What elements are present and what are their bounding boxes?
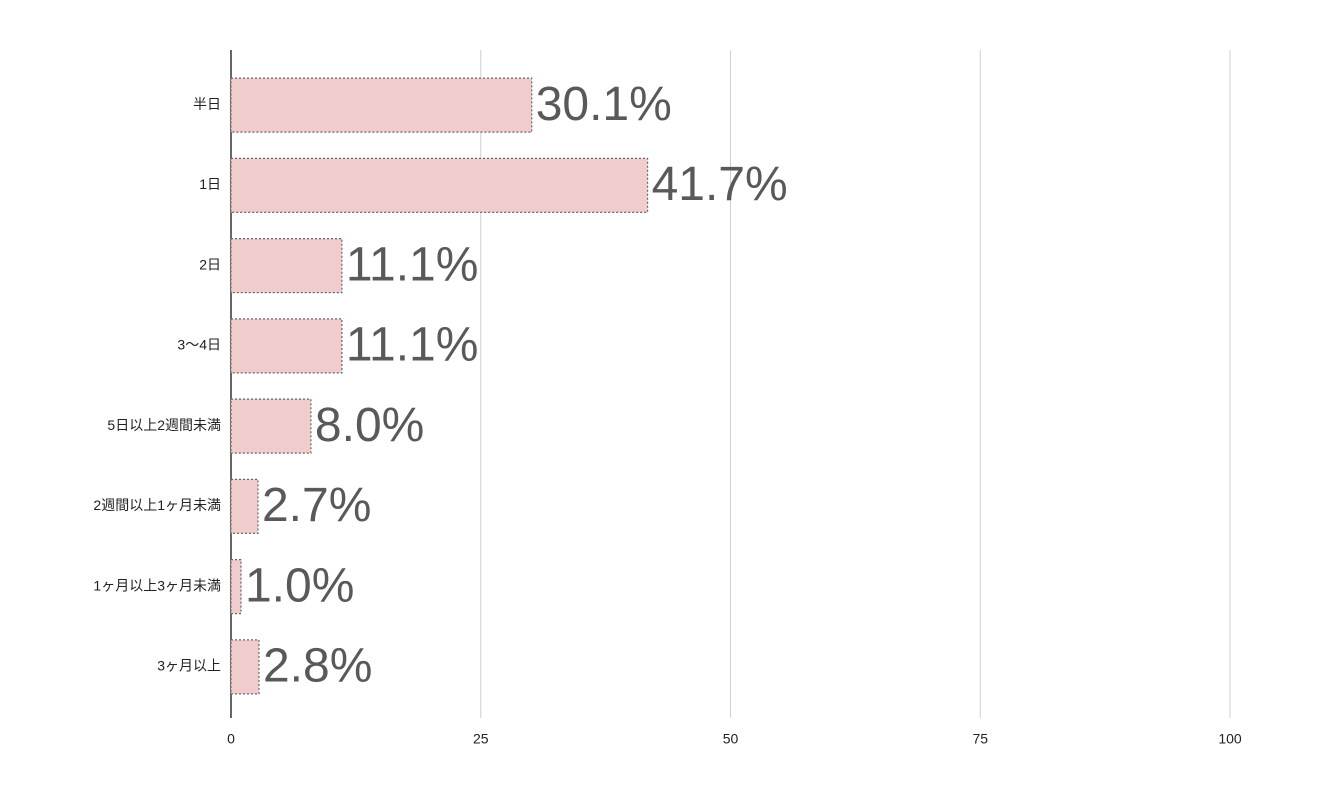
value-label: 30.1% [536, 78, 672, 131]
bar [230, 478, 259, 534]
x-tick-label: 75 [972, 731, 988, 747]
value-label: 2.7% [262, 479, 371, 532]
bar [230, 559, 242, 615]
y-tick-label: 半日 [193, 96, 221, 112]
value-label: 11.1% [346, 238, 479, 291]
y-tick-label: 1日 [199, 176, 221, 192]
y-tick-label: 2週間以上1ヶ月未満 [93, 497, 221, 513]
bar [230, 238, 343, 294]
y-tick-label: 5日以上2週間未満 [107, 417, 221, 433]
x-tick-label: 0 [227, 731, 235, 747]
value-label: 8.0% [315, 399, 424, 452]
bar [230, 639, 260, 695]
y-tick-label: 3〜4日 [177, 337, 221, 353]
value-label: 11.1% [346, 319, 479, 372]
y-tick-label: 3ヶ月以上 [157, 658, 221, 674]
bar [230, 398, 312, 454]
x-tick-label: 25 [473, 731, 489, 747]
value-label: 2.8% [263, 640, 372, 693]
x-tick-label: 100 [1218, 731, 1242, 747]
bar [230, 77, 533, 133]
value-label: 41.7% [652, 158, 788, 211]
y-tick-label: 1ヶ月以上3ヶ月未満 [93, 577, 221, 593]
bar [230, 157, 649, 213]
x-tick-label: 50 [723, 731, 739, 747]
bar [230, 318, 343, 374]
value-label: 1.0% [245, 559, 354, 612]
y-tick-label: 2日 [199, 256, 221, 272]
